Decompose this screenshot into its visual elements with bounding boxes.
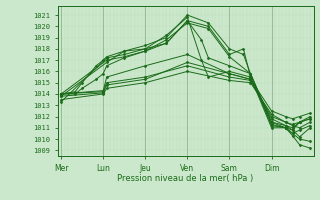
X-axis label: Pression niveau de la mer( hPa ): Pression niveau de la mer( hPa )	[117, 174, 254, 183]
